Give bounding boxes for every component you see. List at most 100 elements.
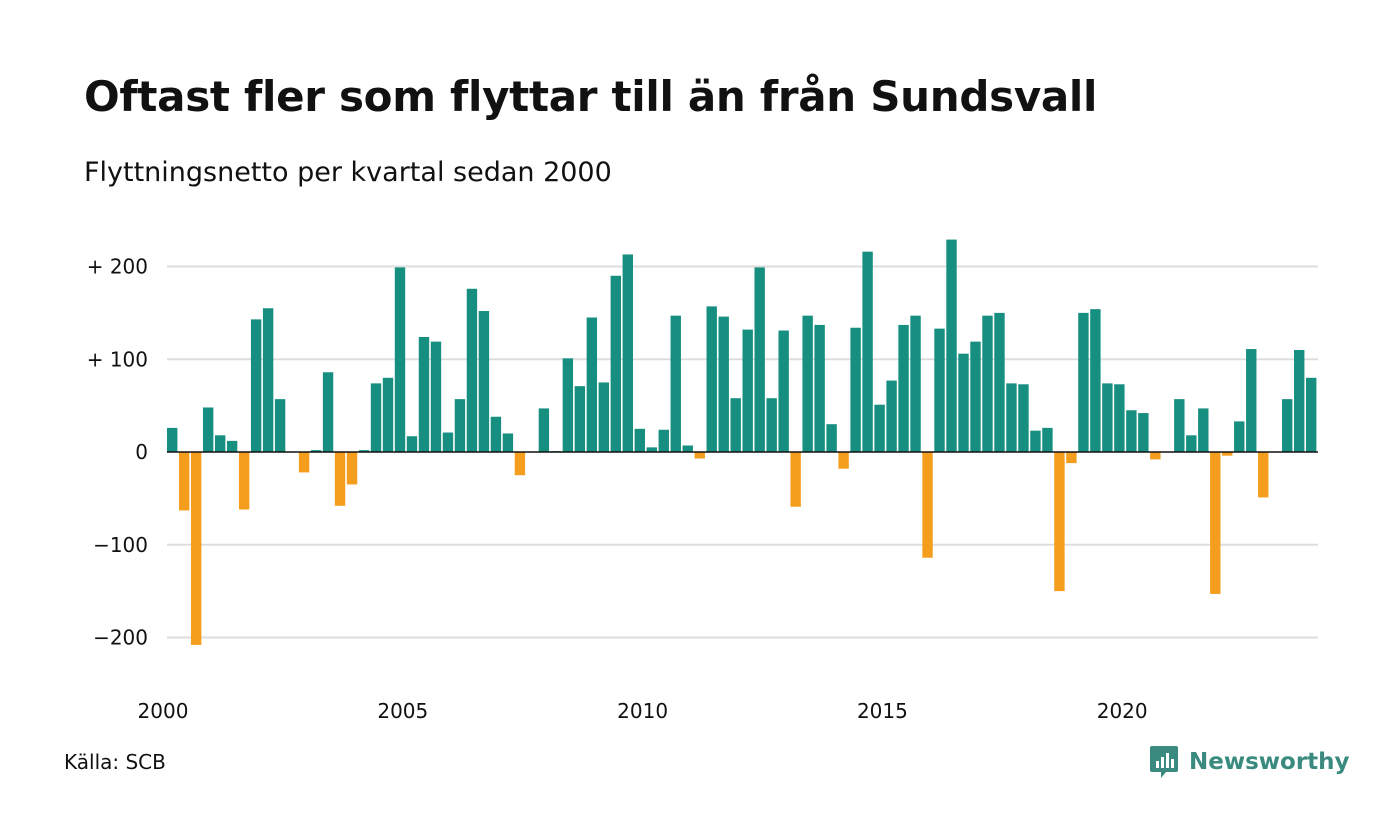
x-tick-label: 2020 (1097, 699, 1148, 723)
bar-2014-q2 (850, 327, 861, 452)
bar-2013-q3 (814, 324, 825, 452)
bar-2015-q3 (910, 315, 921, 452)
bar-2005-q4 (442, 432, 454, 452)
x-tick-label: 2015 (857, 699, 908, 723)
bar-2007-q2 (514, 452, 526, 476)
y-tick-label: −100 (93, 533, 148, 557)
bar-2022-q3 (1246, 349, 1257, 452)
bar-2005-q2 (418, 336, 430, 452)
bar-2022-q4 (1258, 452, 1269, 498)
bar-2015-q2 (898, 324, 909, 452)
bar-2011-q3 (718, 316, 729, 452)
bar-2016-q2 (946, 239, 957, 452)
bar-2019-q2 (1090, 309, 1101, 452)
bar-2018-q2 (1042, 427, 1053, 452)
bars (167, 239, 1317, 645)
bar-2006-q2 (466, 288, 478, 452)
bar-2022-q2 (1234, 421, 1245, 452)
bar-2021-q4 (1210, 452, 1221, 594)
bar-2015-q1 (886, 380, 897, 452)
bar-2017-q2 (994, 312, 1005, 453)
bar-2008-q3 (574, 386, 586, 452)
bar-2002-q1 (262, 308, 274, 452)
bar-2008-q4 (586, 317, 598, 452)
bar-2019-q4 (1114, 384, 1125, 452)
x-tick-label: 2005 (377, 699, 428, 723)
bar-2010-q4 (682, 445, 693, 452)
bar-2013-q2 (802, 315, 813, 452)
bar-2016-q4 (970, 341, 981, 452)
y-tick-label: + 100 (87, 347, 148, 371)
bar-2004-q2 (370, 383, 382, 453)
y-tick-label: 0 (135, 440, 148, 464)
x-tick-label: 2010 (617, 699, 668, 723)
x-axis-ticks: 2000 2005 2010 2015 2020 (138, 699, 1148, 723)
bar-2012-q3 (766, 398, 777, 452)
bar-2011-q1 (694, 452, 705, 459)
bar-2010-q3 (670, 315, 681, 452)
bar-2016-q3 (958, 353, 969, 452)
bar-2021-q3 (1198, 408, 1209, 452)
bar-2003-q1 (310, 450, 322, 452)
bar-2007-q4 (538, 408, 550, 452)
bar-2014-q4 (874, 404, 885, 452)
bar-2003-q2 (322, 372, 334, 453)
bar-2020-q1 (1126, 410, 1137, 452)
bar-2000-q4 (202, 407, 214, 452)
bar-2001-q1 (214, 435, 226, 453)
chart-subtitle: Flyttningsnetto per kvartal sedan 2000 (84, 157, 612, 188)
bar-2023-q2 (1282, 399, 1293, 452)
bar-2019-q1 (1078, 312, 1089, 453)
bar-2014-q1 (838, 452, 849, 469)
bar-2022-q1 (1222, 452, 1233, 456)
bar-2000-q2 (178, 452, 190, 511)
bar-2018-q1 (1030, 430, 1041, 452)
bar-2017-q1 (982, 315, 993, 452)
bar-2023-q3 (1294, 349, 1305, 453)
bar-2020-q3 (1150, 452, 1161, 460)
bar-2010-q2 (658, 429, 669, 452)
bar-2017-q4 (1018, 384, 1029, 452)
bar-2001-q3 (238, 452, 250, 510)
y-tick-label: + 200 (87, 255, 148, 279)
newsworthy-logo-icon (1150, 746, 1178, 778)
bar-2001-q2 (226, 440, 238, 452)
bar-2003-q3 (334, 452, 346, 506)
bar-2007-q1 (502, 433, 514, 452)
bar-2011-q4 (730, 398, 741, 452)
bar-2004-q3 (382, 377, 394, 452)
bar-2015-q4 (922, 452, 933, 558)
y-tick-label: −200 (93, 626, 148, 650)
bar-2008-q2 (562, 358, 574, 452)
bar-2011-q2 (706, 306, 717, 452)
bar-2003-q4 (346, 452, 358, 485)
bar-2009-q1 (598, 382, 610, 452)
bar-2009-q3 (622, 254, 633, 452)
bar-2006-q4 (490, 416, 502, 452)
bar-2016-q1 (934, 328, 945, 452)
bar-2006-q1 (454, 399, 466, 452)
brand-name: Newsworthy (1189, 749, 1350, 775)
x-tick-label: 2000 (138, 699, 189, 723)
bar-2006-q3 (478, 311, 490, 452)
bar-2005-q1 (406, 436, 418, 452)
bar-2012-q1 (742, 329, 753, 452)
bar-2021-q1 (1174, 399, 1185, 452)
bar-2012-q2 (754, 267, 765, 452)
bar-2009-q2 (610, 275, 621, 452)
bar-2002-q2 (274, 399, 286, 452)
bar-2014-q3 (862, 251, 873, 452)
bar-2001-q4 (250, 319, 262, 452)
bar-2002-q4 (298, 452, 310, 473)
bar-2013-q1 (790, 452, 801, 507)
bar-2009-q4 (634, 428, 645, 452)
bar-2010-q1 (646, 447, 657, 452)
bar-2000-q1 (167, 427, 178, 452)
brand-logo: Newsworthy (1149, 744, 1350, 780)
bar-2021-q2 (1186, 435, 1197, 453)
bar-2017-q3 (1006, 383, 1017, 453)
bar-2023-q4 (1306, 377, 1317, 452)
bar-2018-q4 (1066, 452, 1077, 464)
bar-2004-q1 (358, 450, 370, 452)
